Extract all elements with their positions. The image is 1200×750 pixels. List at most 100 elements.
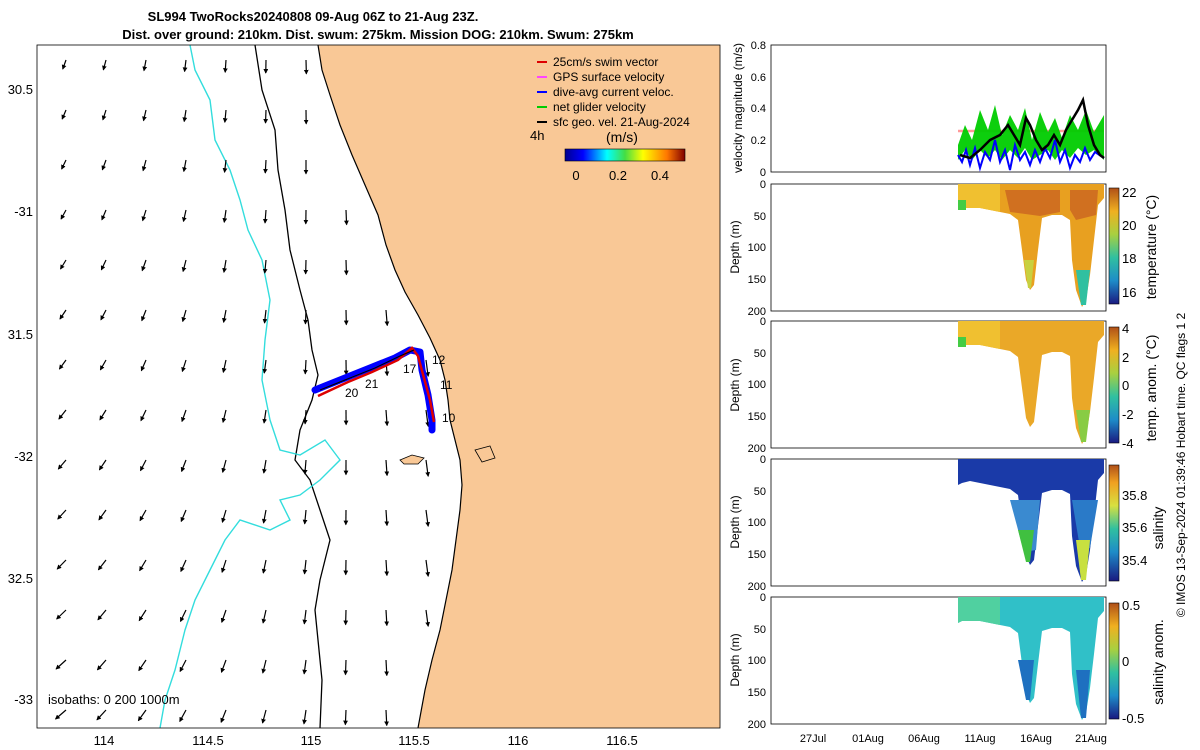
y-tick: 100 — [748, 379, 766, 391]
current-arrow — [222, 159, 228, 173]
y-tick: 200 — [748, 306, 766, 318]
x-tick: 06Aug — [908, 733, 940, 745]
temp-cool-patch — [1024, 260, 1034, 288]
current-arrow — [58, 359, 67, 370]
cbar-tick: 20 — [1122, 218, 1136, 233]
salinity-anomaly-cbar-label: salinity anom. — [1150, 619, 1166, 705]
salinity-cbar-label: salinity — [1150, 507, 1166, 550]
salinity-cbar-ticks: 35.8 35.6 35.4 — [1122, 488, 1147, 568]
colorbar-tick: 0.2 — [609, 168, 627, 183]
cbar-tick: 4 — [1122, 321, 1129, 336]
map-legend: 25cm/s swim vector GPS surface velocity … — [537, 55, 690, 129]
temp-anomaly-yaxis: 0 50 100 150 200 — [748, 316, 766, 455]
x-tick: 27Jul — [800, 733, 826, 745]
lon-tick: 115 — [301, 733, 322, 748]
current-arrow — [60, 209, 67, 220]
y-tick: 150 — [748, 411, 766, 423]
current-arrow — [181, 359, 187, 373]
day-label-20: 20 — [345, 386, 359, 400]
cbar-tick: -4 — [1122, 436, 1134, 451]
current-arrow — [101, 109, 107, 121]
temp-hot-patch — [1070, 190, 1098, 220]
lon-axis: 114 114.5 115 115.5 116 116.5 — [94, 733, 638, 748]
temp-warm-patch — [958, 184, 1000, 212]
current-arrow — [344, 209, 349, 226]
colorbar-unit-label: (m/s) — [606, 129, 638, 145]
current-arrow — [261, 709, 267, 724]
current-arrow — [302, 459, 308, 475]
temperature-field — [958, 184, 1104, 307]
cbar-tick: 16 — [1122, 285, 1136, 300]
current-arrow — [141, 159, 147, 172]
cbar-tick: 22 — [1122, 185, 1136, 200]
anom-surface-patch — [958, 337, 966, 347]
current-arrow — [102, 59, 107, 71]
current-arrow — [220, 709, 227, 723]
map-panel: 10 11 12 17 20 21 114 114.5 115 115.5 11… — [8, 44, 721, 748]
cbar-tick: 18 — [1122, 251, 1136, 266]
cbar-tick: -0.5 — [1122, 711, 1144, 726]
current-arrow — [99, 409, 107, 421]
temperature-cbar-label: temperature (°C) — [1143, 195, 1159, 299]
current-arrow — [302, 509, 308, 525]
current-arrow — [425, 509, 431, 527]
current-arrow — [425, 559, 431, 577]
current-arrow — [221, 359, 227, 373]
net-glider-series — [958, 105, 1104, 160]
cbar-tick: 0.5 — [1122, 598, 1140, 613]
current-arrow — [58, 409, 67, 420]
current-arrow — [303, 359, 308, 375]
y-tick: 0 — [760, 454, 766, 466]
current-arrow — [137, 709, 147, 722]
y-tick: 200 — [748, 719, 766, 731]
velocity-ylabel: velocity magnitude (m/s) — [731, 43, 745, 173]
current-arrow — [425, 609, 431, 627]
current-arrow — [182, 59, 188, 73]
track-red — [317, 346, 436, 423]
temp-anomaly-ylabel: Depth (m) — [728, 358, 742, 411]
current-arrow — [61, 59, 67, 70]
current-arrow — [141, 259, 147, 272]
salinity-ylabel: Depth (m) — [728, 495, 742, 548]
temperature-yaxis: 0 50 100 150 200 — [748, 179, 766, 318]
salinity-anomaly-panel: 0 50 100 150 200 Depth (m) 0.5 0 -0.5 — [728, 592, 1144, 731]
salinity-anomaly-field — [958, 597, 1104, 720]
lon-tick: 116 — [508, 733, 529, 748]
y-tick: 0.2 — [751, 135, 766, 147]
cbar-tick: 35.4 — [1122, 553, 1147, 568]
legend-entry: GPS surface velocity — [553, 70, 664, 84]
current-arrow — [100, 309, 107, 321]
y-tick: 50 — [754, 348, 766, 360]
temperature-cbar-ticks: 22 20 18 16 — [1122, 185, 1136, 300]
current-arrow — [180, 459, 187, 473]
colorbar-gradient — [564, 148, 686, 162]
current-arrow — [140, 359, 147, 372]
salinity-anomaly-cbar-ticks: 0.5 0 -0.5 — [1122, 598, 1144, 726]
cbar-tick: 0 — [1122, 378, 1129, 393]
current-arrow — [96, 709, 107, 721]
isobath-1000m — [159, 45, 341, 728]
y-tick: 0 — [760, 167, 766, 179]
lat-tick: -32 — [14, 449, 33, 464]
salinity-colorbar — [1108, 464, 1120, 582]
day-label-17: 17 — [403, 362, 417, 376]
glider-track: 10 11 12 17 20 21 — [311, 346, 456, 434]
current-arrow — [181, 259, 187, 273]
salinity-anomaly-colorbar — [1108, 602, 1120, 720]
current-arrow — [384, 309, 390, 327]
current-arrow — [54, 709, 67, 720]
title-line-2: Dist. over ground: 210km. Dist. swum: 27… — [122, 27, 634, 42]
lon-tick: 114.5 — [192, 733, 224, 748]
colorbar-tick: 0 — [572, 168, 579, 183]
y-tick: 100 — [748, 517, 766, 529]
sal-anom-low-patch — [1076, 670, 1090, 718]
current-arrow — [57, 509, 67, 520]
current-arrow — [262, 359, 268, 374]
lat-tick: 32.5 — [8, 571, 33, 586]
cbar-tick: 0 — [1122, 654, 1129, 669]
current-arrow — [302, 559, 308, 575]
current-arrow — [302, 609, 308, 625]
island — [474, 445, 496, 463]
temperature-colorbar — [1108, 187, 1120, 305]
